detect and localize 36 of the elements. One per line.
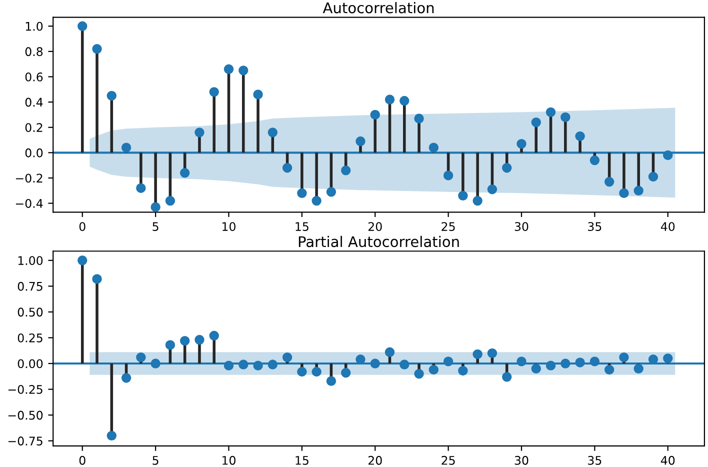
chart-title: Autocorrelation [322, 2, 434, 14]
y-tick-label: 0.50 [18, 308, 43, 317]
x-tick-label: 25 [442, 456, 455, 465]
x-tick-label: 25 [442, 222, 455, 232]
x-tick-label: 0 [79, 456, 86, 465]
y-tick-label: 0.6 [25, 72, 43, 82]
x-tick-label: 40 [660, 456, 675, 465]
y-tick-label: −0.25 [8, 385, 42, 394]
y-tick-label: 0.2 [25, 123, 42, 132]
x-tick-label: 35 [588, 222, 602, 232]
x-tick-label: 20 [368, 456, 382, 465]
y-tick-label: −0.4 [16, 199, 43, 208]
x-tick-label: 30 [514, 222, 528, 232]
chart-title: Partial Autocorrelation [298, 236, 459, 248]
x-tick-label: 20 [368, 222, 382, 232]
x-tick-label: 35 [588, 456, 602, 465]
x-tick-label: 5 [152, 222, 158, 232]
y-tick-label: 0.25 [18, 333, 42, 342]
x-tick-label: 15 [296, 222, 308, 232]
y-tick-label: 0.8 [25, 47, 43, 56]
x-tick-label: 15 [296, 456, 308, 465]
x-tick-label: 40 [660, 222, 675, 232]
x-tick-label: 0 [79, 222, 86, 232]
y-tick-label: 1.0 [26, 22, 43, 31]
y-tick-label: 1.00 [18, 256, 43, 266]
x-tick-label: 30 [514, 456, 528, 465]
y-tick-label: 0.00 [18, 359, 43, 368]
y-tick-label: 0.75 [18, 282, 42, 291]
y-tick-label: −0.50 [8, 410, 43, 420]
x-tick-label: 10 [222, 456, 236, 465]
y-tick-label: 0.4 [25, 98, 43, 107]
y-tick-label: −0.75 [8, 436, 42, 446]
y-tick-label: −0.2 [16, 174, 42, 183]
x-tick-label: 10 [222, 222, 236, 232]
y-tick-label: 0.0 [25, 148, 43, 158]
x-tick-label: 5 [152, 456, 158, 465]
